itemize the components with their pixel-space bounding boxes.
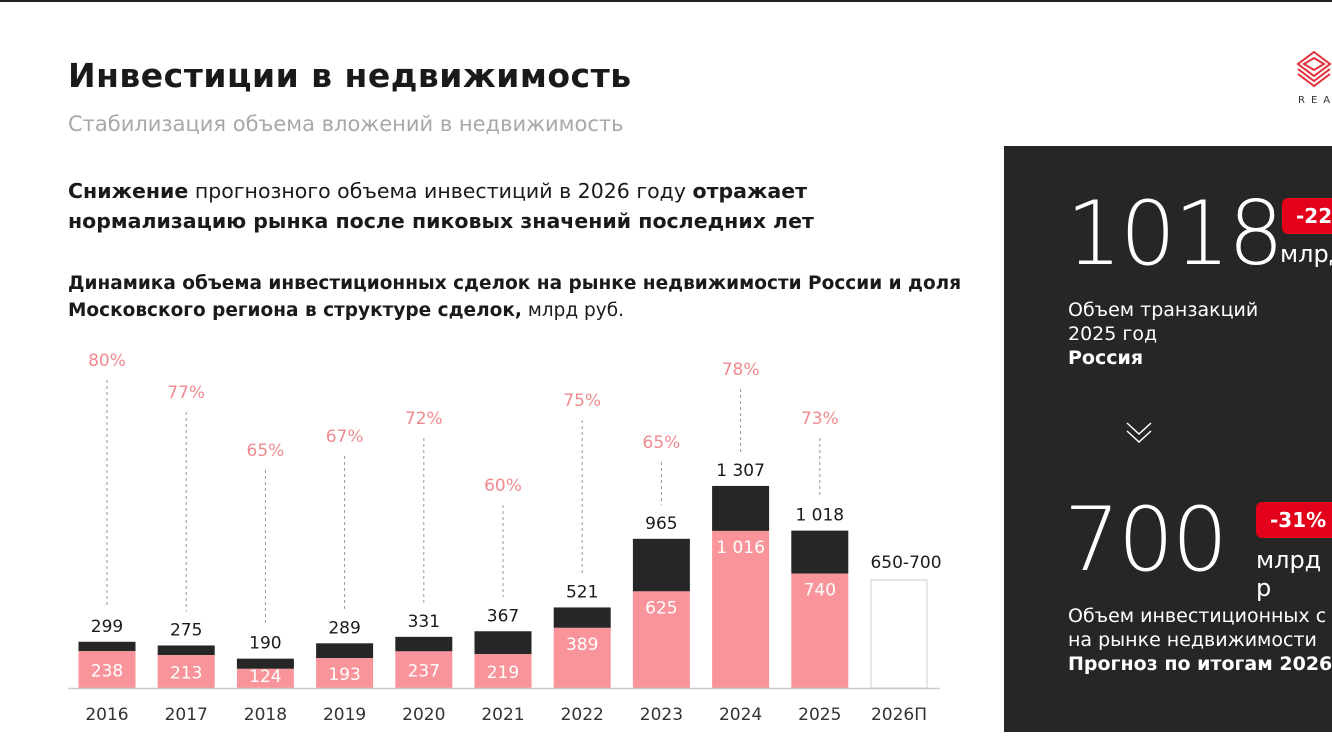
bar-rest	[712, 485, 770, 531]
logo-text: REA	[1298, 95, 1330, 106]
top-border	[0, 0, 1332, 2]
x-tick-label: 2016	[85, 705, 128, 725]
share-label: 78%	[722, 360, 760, 380]
desc-2025-line1: Объем транзакций	[1068, 299, 1259, 321]
bar-rest	[553, 607, 611, 628]
chart-heading: Динамика объема инвестиционных сделок на…	[68, 270, 968, 324]
moscow-value-label: 219	[487, 663, 519, 683]
x-tick-label: 2017	[165, 705, 208, 725]
bar-moscow	[712, 530, 770, 688]
change-badge-2026: -31%	[1256, 502, 1332, 538]
total-value-label: 331	[408, 612, 440, 632]
total-value-label: 965	[645, 514, 677, 534]
x-tick-label: 2023	[640, 705, 683, 725]
x-tick-label: 2019	[323, 705, 366, 725]
share-label: 72%	[405, 409, 443, 429]
page-subtitle: Стабилизация объема вложений в недвижимо…	[68, 112, 624, 136]
x-tick-label: 2021	[481, 705, 524, 725]
bar-moscow	[791, 573, 849, 688]
bar-rest	[157, 645, 215, 656]
chart-heading-main: Динамика объема инвестиционных сделок на…	[68, 273, 962, 321]
bar-rest	[632, 538, 690, 592]
desc-2025-line3: Россия	[1068, 347, 1144, 369]
x-tick-label: 2026П	[871, 705, 927, 725]
x-tick-label: 2025	[798, 705, 841, 725]
logo-icon	[1294, 50, 1332, 98]
lead-bold-2: отражает нормализацию рынка после пиковы…	[68, 179, 814, 233]
lead-normal: прогнозного объема инвестиций в 2026 год…	[188, 179, 693, 203]
unit-2025: млрд	[1280, 240, 1332, 268]
investment-bar-chart: 238 299 80% 2016 213 275 77% 2017 124 190 65% 2018 1…	[68, 351, 942, 725]
share-label: 75%	[563, 391, 601, 411]
bar-rest	[474, 631, 532, 655]
value-2026-forecast: 700	[1064, 488, 1228, 591]
double-chevron-down-icon	[1124, 418, 1154, 452]
bar-rest	[791, 530, 849, 574]
x-tick-label: 2022	[561, 705, 604, 725]
desc-2025-line2: 2025 год	[1068, 323, 1158, 345]
summary-panel: 1018 -22 млрд Объем транзакций 2025 год …	[1004, 146, 1332, 732]
total-value-label: 289	[328, 618, 360, 638]
total-value-label: 190	[249, 634, 281, 654]
share-label: 65%	[247, 441, 285, 461]
page-title: Инвестиции в недвижимость	[68, 56, 632, 95]
share-label: 73%	[801, 409, 839, 429]
lead-text: Снижение прогнозного объема инвестиций в…	[68, 176, 968, 236]
x-tick-label: 2018	[244, 705, 287, 725]
bar-moscow	[78, 651, 136, 688]
total-value-label: 367	[487, 606, 519, 626]
bar-rest	[236, 658, 294, 669]
lead-bold-1: Снижение	[68, 179, 189, 203]
value-2025: 1018	[1066, 182, 1284, 285]
bar-moscow	[395, 651, 453, 688]
share-label: 65%	[643, 433, 681, 453]
share-label: 60%	[484, 476, 522, 496]
desc-2026-line2: на рынке недвижимости	[1068, 629, 1317, 651]
forecast-value-label: 650-700	[870, 553, 941, 573]
desc-2026-line1: Объем инвестиционных с	[1068, 605, 1327, 627]
desc-2025: Объем транзакций 2025 год Россия	[1068, 298, 1258, 370]
bar-moscow	[632, 591, 690, 688]
bar-forecast	[870, 579, 928, 689]
moscow-value-label: 213	[170, 664, 202, 684]
total-value-label: 521	[566, 582, 598, 602]
moscow-value-label: 389	[566, 635, 598, 655]
chart-heading-unit: млрд руб.	[521, 300, 625, 321]
total-value-label: 1 307	[716, 461, 765, 481]
moscow-value-label: 237	[408, 662, 440, 682]
x-tick-label: 2020	[402, 705, 445, 725]
share-label: 67%	[326, 427, 364, 447]
unit-2026: млрд р	[1256, 546, 1322, 602]
moscow-value-label: 625	[645, 598, 677, 618]
share-label: 80%	[88, 351, 126, 371]
bar-rest	[78, 641, 136, 652]
bar-moscow	[474, 654, 532, 688]
bar-rest	[316, 643, 374, 659]
moscow-value-label: 238	[91, 662, 123, 682]
bar-moscow	[553, 627, 611, 688]
bar-moscow	[316, 658, 374, 688]
total-value-label: 1 018	[795, 506, 844, 526]
moscow-value-label: 1 016	[716, 538, 765, 558]
desc-2026-line3: Прогноз по итогам 2026	[1068, 653, 1332, 675]
bar-moscow	[236, 668, 294, 688]
moscow-value-label: 740	[804, 581, 836, 601]
total-value-label: 275	[170, 620, 202, 640]
bar-rest	[395, 636, 453, 652]
share-label: 77%	[167, 383, 205, 403]
bar-moscow	[157, 655, 215, 688]
change-badge-2025: -22	[1282, 198, 1332, 234]
desc-2026: Объем инвестиционных с на рынке недвижим…	[1068, 604, 1332, 676]
moscow-value-label: 124	[249, 667, 281, 687]
total-value-label: 299	[91, 617, 123, 637]
x-tick-label: 2024	[719, 705, 762, 725]
moscow-value-label: 193	[328, 665, 360, 685]
